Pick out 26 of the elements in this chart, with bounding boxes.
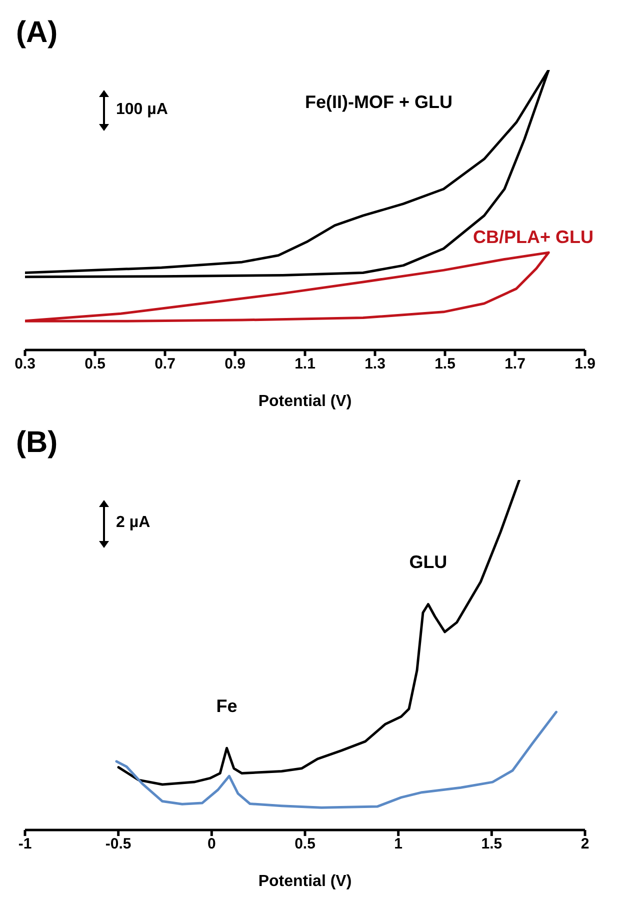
x-tick-label: 1.1	[294, 356, 316, 373]
chart-title: (B)	[16, 426, 58, 460]
x-tick-label: 2	[580, 836, 590, 853]
annotation: GLU	[408, 552, 448, 574]
series-label: CB/PLA+ GLU	[473, 226, 594, 248]
text: Fe(II)-MOF + GLU	[305, 92, 452, 114]
x-axis-title: Potential (V)	[258, 873, 352, 890]
x-tick-label: 1.7	[504, 356, 526, 373]
x-tick-label: 0.9	[224, 356, 246, 373]
chart-title: (A)	[16, 16, 58, 50]
x-tick-label: 0	[207, 836, 216, 853]
x-tick-label: -1	[18, 836, 32, 853]
x-axis-title: Potential (V)	[258, 393, 352, 410]
annotation: Fe	[215, 696, 238, 718]
x-tick-label: 1	[394, 836, 403, 853]
x-tick-label: 1.5	[434, 356, 456, 373]
x-tick-label: -0.5	[105, 836, 132, 853]
x-tick-label: 0.7	[154, 356, 176, 373]
x-tick-label: 0.5	[84, 356, 106, 373]
x-tick-label: 1.5	[481, 836, 502, 853]
annotation: 2 µA	[116, 514, 150, 532]
x-tick-label: 1.3	[364, 356, 386, 373]
x-tick-label: 1.9	[574, 356, 596, 373]
x-tick-label: 0.5	[294, 836, 316, 853]
x-tick-label: 0.3	[14, 356, 36, 373]
annotation: 100 µA	[116, 100, 168, 118]
